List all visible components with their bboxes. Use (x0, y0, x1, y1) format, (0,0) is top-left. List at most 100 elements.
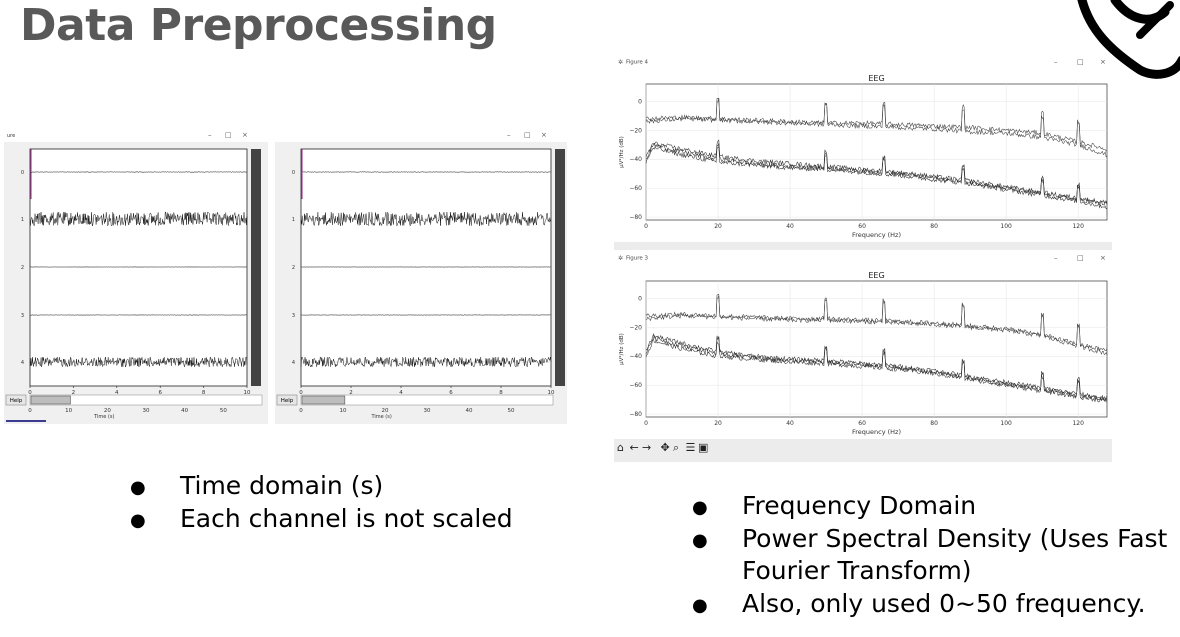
channel-label: 0 (292, 170, 295, 176)
vertical-scrollbar[interactable] (555, 149, 565, 386)
window-titlebar (275, 128, 567, 142)
x-tick-label: 8 (499, 390, 503, 396)
psd-series-line (645, 145, 1108, 210)
help-button[interactable]: Help (5, 394, 27, 406)
x-tick-label: 120 (1072, 223, 1084, 230)
scroll-tick-label: 30 (424, 408, 431, 414)
y-tick-label: −80 (629, 214, 642, 221)
y-tick-label: −20 (629, 127, 642, 134)
y-tick-label: −60 (629, 185, 642, 192)
psd-series-line (645, 338, 1108, 403)
time-plot-area (29, 148, 248, 387)
x-tick-label: 2 (349, 390, 353, 396)
minimize-button[interactable]: – (1054, 58, 1058, 66)
x-tick-label: 2 (72, 390, 76, 396)
channel-label: 2 (21, 265, 24, 271)
scroll-tick-label: 50 (508, 408, 515, 414)
matplotlib-icon: ✲ (618, 59, 623, 66)
right-bullet-item: Also, only used 0~50 frequency. (692, 588, 1172, 622)
maximize-button[interactable]: □ (1077, 254, 1084, 262)
forward-arrow-icon[interactable]: → (642, 441, 651, 454)
scroll-axis-label: Time (s) (370, 414, 391, 420)
close-button[interactable]: × (1100, 58, 1106, 66)
minimize-button[interactable]: – (208, 131, 212, 139)
toolbar (614, 439, 1112, 462)
pan-icon[interactable]: ✥ (661, 441, 670, 454)
psd-series-line (645, 98, 1108, 152)
eeg-channel-trace (29, 171, 248, 173)
save-icon[interactable]: ▣ (698, 441, 708, 454)
maximize-button[interactable]: □ (524, 131, 531, 139)
close-button[interactable]: × (541, 131, 547, 139)
x-tick-label: 4 (115, 390, 119, 396)
right-bullet-item: Frequency Domain (692, 490, 1172, 524)
psd-series-line (645, 139, 1108, 205)
x-tick-label: 10 (548, 390, 555, 396)
close-button[interactable]: × (1100, 254, 1106, 262)
close-button[interactable]: × (242, 131, 248, 139)
channel-label: 4 (292, 360, 295, 366)
y-tick-label: −60 (629, 382, 642, 389)
zoom-icon[interactable]: ⌕ (673, 441, 679, 454)
psd-series-line (645, 97, 1108, 158)
x-axis-label: Frequency (Hz) (852, 428, 901, 436)
taskbar-indicator (6, 420, 46, 422)
x-tick-label: 60 (858, 420, 866, 427)
scroll-tick-label: 0 (28, 408, 32, 414)
x-tick-label: 100 (1000, 420, 1012, 427)
vertical-scrollbar[interactable] (251, 149, 261, 386)
y-tick-label: −80 (629, 411, 642, 418)
x-tick-label: 10 (244, 390, 251, 396)
x-tick-label: 0 (299, 390, 303, 396)
left-bullet-list: Time domain (s) Each channel is not scal… (130, 469, 513, 537)
eeg-channel-trace (29, 356, 248, 368)
right-bullet-list: Frequency Domain Power Spectral Density … (692, 490, 1172, 622)
x-tick-label: 6 (158, 390, 162, 396)
channel-label: 1 (21, 217, 24, 223)
x-tick-label: 0 (644, 223, 648, 230)
scroll-tick-label: 20 (382, 408, 389, 414)
scrollbar-thumb[interactable] (301, 395, 346, 405)
maximize-button[interactable]: □ (1077, 58, 1084, 66)
psd-plot-area (645, 83, 1108, 221)
toolbar (614, 242, 1112, 252)
help-button-label[interactable]: Help (281, 398, 294, 404)
x-tick-label: 0 (644, 420, 648, 427)
x-tick-label: 60 (858, 223, 866, 230)
window-titlebar (614, 250, 1112, 264)
horizontal-scrollbar[interactable] (300, 394, 554, 406)
x-tick-label: 100 (1000, 223, 1012, 230)
configure-subplots-icon[interactable]: ☰ (686, 441, 696, 454)
help-button[interactable]: Help (276, 394, 298, 406)
channel-label: 4 (21, 360, 24, 366)
y-axis-label: µV²/Hz (dB) (618, 333, 625, 365)
home-icon[interactable]: ⌂ (617, 441, 624, 454)
eeg-channel-trace (300, 211, 552, 227)
scroll-tick-label: 10 (340, 408, 347, 414)
logo-icon (1077, 0, 1180, 79)
scroll-tick-label: 30 (143, 408, 150, 414)
y-tick-label: −20 (629, 324, 642, 331)
help-button-label[interactable]: Help (10, 398, 23, 404)
scrollbar-thumb[interactable] (30, 395, 71, 405)
minimize-button[interactable]: – (1054, 254, 1058, 262)
slide-title: Data Preprocessing (20, 0, 497, 51)
y-tick-label: −40 (629, 353, 642, 360)
x-tick-label: 4 (399, 390, 403, 396)
window-titlebar (614, 54, 1112, 68)
window-title: ure (7, 133, 15, 139)
time-plot-area (300, 148, 552, 387)
back-arrow-icon[interactable]: ← (630, 441, 639, 454)
horizontal-scrollbar[interactable] (29, 394, 263, 406)
scroll-tick-label: 20 (104, 408, 111, 414)
x-tick-label: 20 (714, 420, 722, 427)
minimize-button[interactable]: – (507, 131, 511, 139)
channel-label: 0 (21, 170, 24, 176)
right-bullet-item: Power Spectral Density (Uses Fast Fourie… (692, 523, 1172, 588)
psd-series-line (645, 295, 1108, 356)
maximize-button[interactable]: □ (225, 131, 232, 139)
left-bullet-item: Each channel is not scaled (130, 502, 513, 537)
eeg-channel-trace (300, 171, 552, 173)
